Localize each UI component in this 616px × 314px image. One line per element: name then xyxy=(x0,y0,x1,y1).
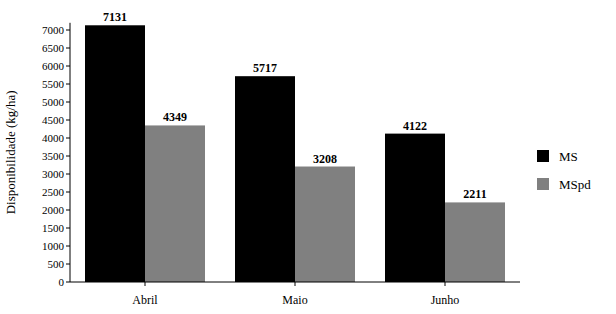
legend-swatch xyxy=(537,150,549,162)
y-tick xyxy=(66,174,70,175)
bars xyxy=(85,25,505,282)
y-tick-label: 6000 xyxy=(42,60,65,72)
y-tick xyxy=(66,156,70,157)
legend-label: MSpd xyxy=(559,177,591,192)
legend-swatch xyxy=(537,178,549,190)
y-tick-label: 5000 xyxy=(42,96,65,108)
bar xyxy=(295,167,355,282)
data-label: 5717 xyxy=(253,61,277,75)
y-tick-label: 2500 xyxy=(42,186,65,198)
x-tick xyxy=(445,282,446,286)
bar xyxy=(235,76,295,282)
x-tick xyxy=(295,282,296,286)
y-tick xyxy=(66,246,70,247)
y-tick-label: 2000 xyxy=(42,204,65,216)
data-label: 4349 xyxy=(163,110,187,124)
legend-label: MS xyxy=(559,149,578,164)
y-tick xyxy=(66,120,70,121)
data-label: 2211 xyxy=(463,187,486,201)
y-tick-label: 5500 xyxy=(42,78,65,90)
y-tick xyxy=(66,84,70,85)
y-tick xyxy=(66,30,70,31)
bar xyxy=(85,25,145,282)
y-tick xyxy=(66,48,70,49)
y-tick-label: 4000 xyxy=(42,132,65,144)
chart: 0 500 1000 1500 2000 2500 3000 3500 4000 4500 5000… xyxy=(0,0,616,314)
data-label: 4122 xyxy=(403,119,427,133)
y-tick-label: 1000 xyxy=(42,240,65,252)
x-tick-label: Junho xyxy=(431,293,460,307)
y-tick-label: 3000 xyxy=(42,168,65,180)
y-tick xyxy=(66,66,70,67)
y-tick-label: 1500 xyxy=(42,222,65,234)
y-axis xyxy=(70,23,71,282)
x-tick-label: Abril xyxy=(132,293,158,307)
y-tick-label: 6500 xyxy=(42,42,65,54)
y-tick xyxy=(66,228,70,229)
y-tick xyxy=(66,102,70,103)
x-tick xyxy=(145,282,146,286)
y-tick-label: 4500 xyxy=(42,114,65,126)
bar xyxy=(445,202,505,282)
y-tick-label: 0 xyxy=(59,276,65,288)
data-label: 3208 xyxy=(313,152,337,166)
data-label: 7131 xyxy=(103,10,127,24)
bar xyxy=(385,134,445,282)
bar xyxy=(145,125,205,282)
y-tick xyxy=(66,192,70,193)
y-axis-label: Disponibilidade (kg/ha) xyxy=(3,90,18,214)
x-tick-label: Maio xyxy=(282,293,307,307)
y-tick xyxy=(66,282,70,283)
y-tick xyxy=(66,138,70,139)
y-tick xyxy=(66,210,70,211)
y-tick-label: 7000 xyxy=(42,24,65,36)
y-tick-label: 500 xyxy=(48,258,65,270)
y-tick xyxy=(66,264,70,265)
y-tick-label: 3500 xyxy=(42,150,65,162)
